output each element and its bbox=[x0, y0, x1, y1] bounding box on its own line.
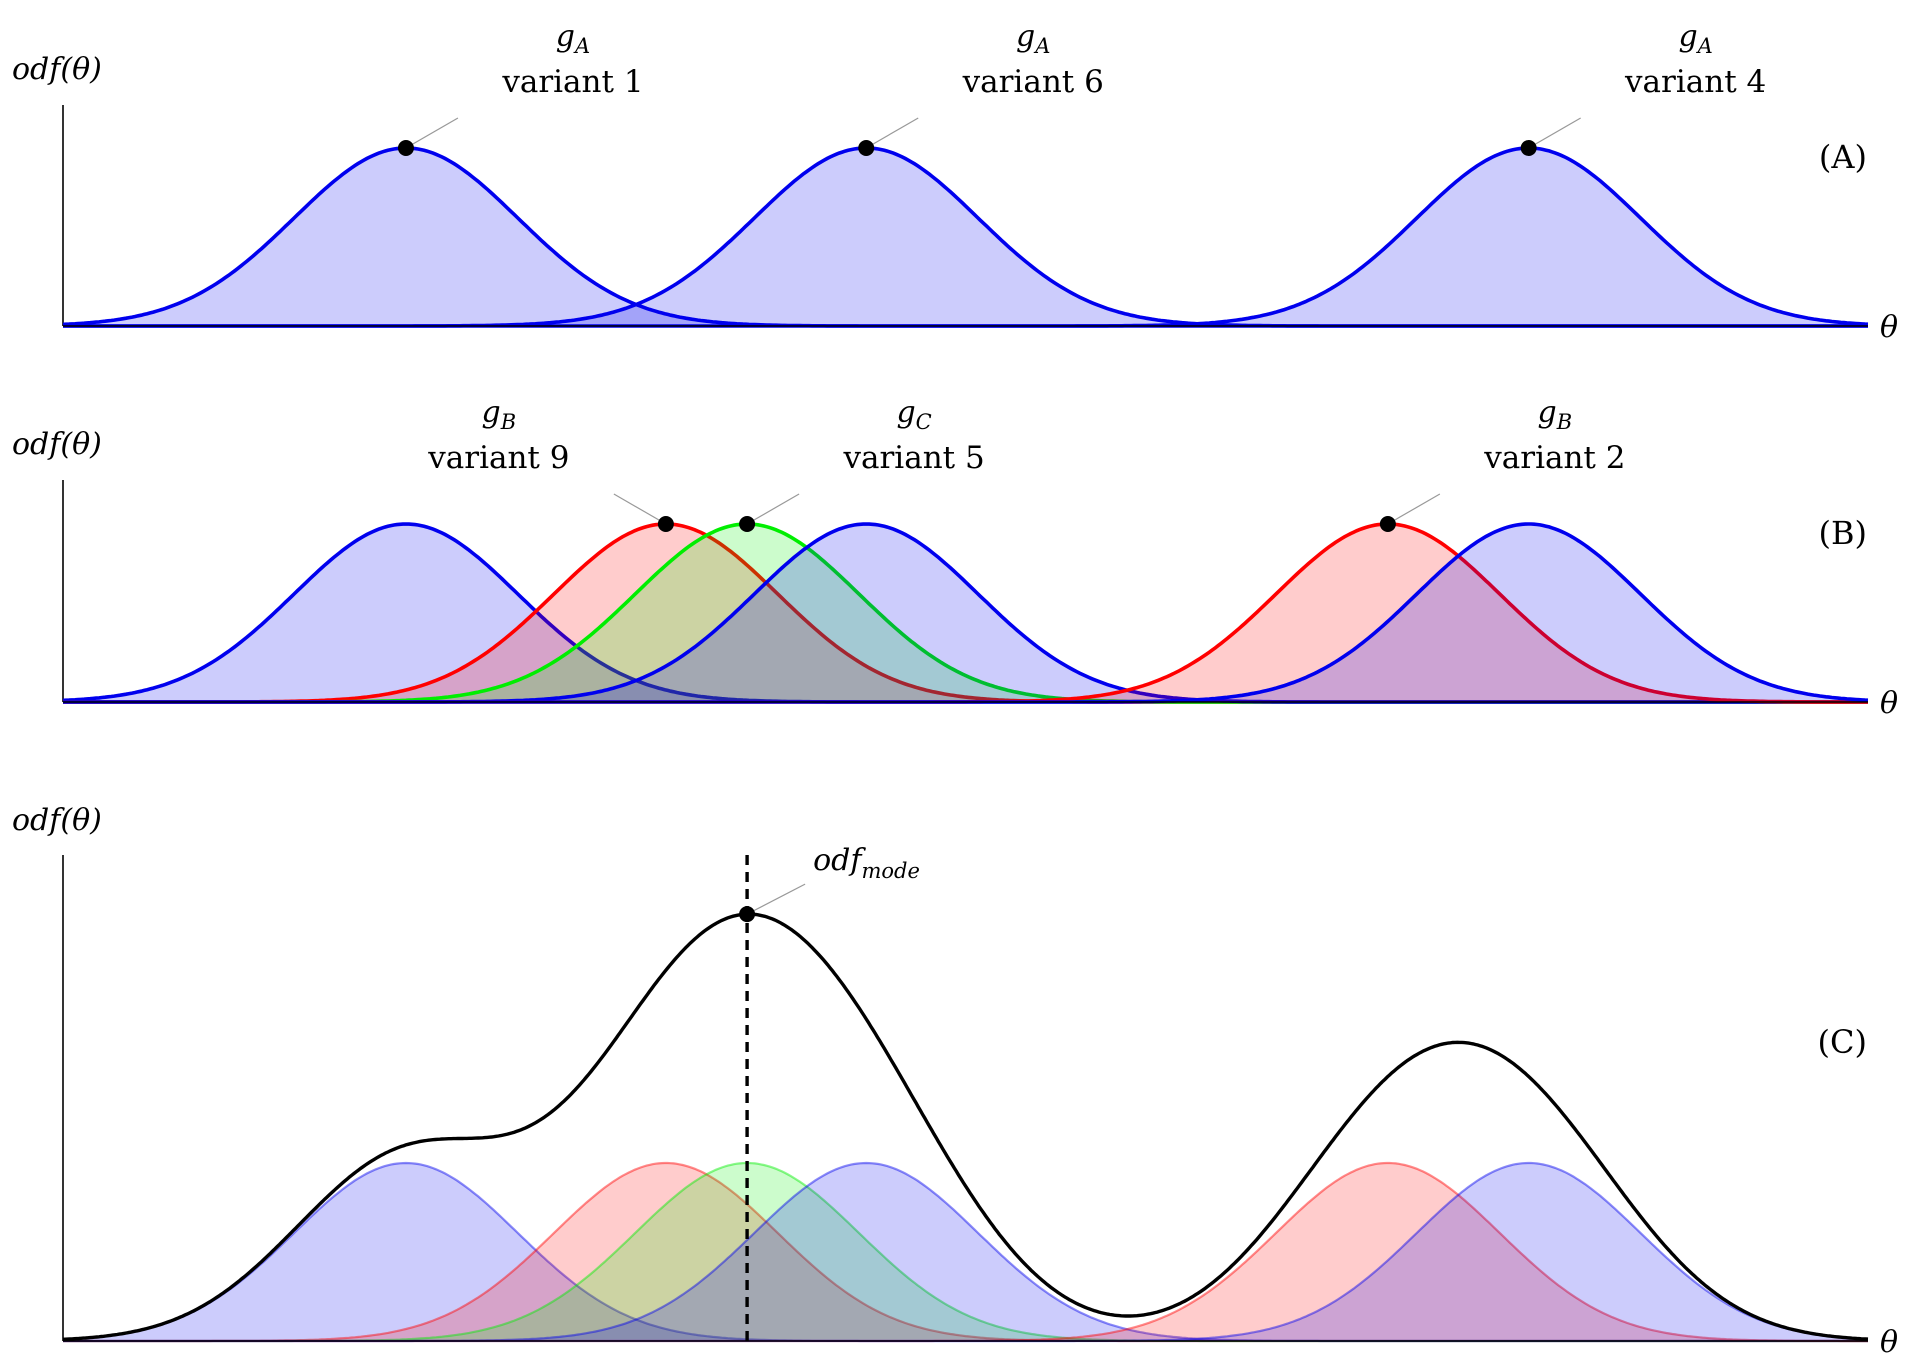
gene-label: gB bbox=[1538, 395, 1573, 434]
variant-label: variant 2 bbox=[1483, 440, 1625, 476]
leader-line bbox=[405, 117, 459, 149]
peak-marker bbox=[657, 516, 674, 532]
peak-marker bbox=[739, 516, 756, 532]
gene-label-base: g bbox=[482, 395, 501, 430]
gene-label-sub: A bbox=[1696, 34, 1713, 58]
gene-a-fill bbox=[63, 524, 1868, 702]
leader-line bbox=[1387, 493, 1441, 525]
gene-label: gA bbox=[556, 19, 590, 58]
variant-label: variant 6 bbox=[962, 64, 1104, 100]
gene-label: gB bbox=[482, 395, 517, 434]
mode-label-sub: mode bbox=[861, 859, 919, 883]
leader-line bbox=[746, 493, 800, 525]
peak-marker bbox=[1379, 516, 1396, 532]
mode-marker bbox=[739, 906, 756, 923]
mode-label: odfmode bbox=[813, 843, 920, 883]
gene-label-base: g bbox=[1678, 19, 1697, 54]
gene-label: gC bbox=[896, 395, 931, 434]
gene-b-fill bbox=[63, 524, 1868, 702]
gene-label-base: g bbox=[1016, 19, 1035, 54]
gene-a-fill bbox=[63, 148, 1868, 326]
gene-label: gA bbox=[1016, 19, 1050, 58]
y-axis-label: odf(θ) bbox=[12, 803, 102, 838]
panel-label: (B) bbox=[1819, 514, 1867, 552]
y-axis-label: odf(θ) bbox=[12, 427, 102, 462]
gene-label-base: g bbox=[1538, 395, 1557, 430]
leader-line bbox=[865, 117, 919, 149]
peak-marker bbox=[1520, 140, 1537, 156]
x-axis-label: θ bbox=[1880, 686, 1898, 721]
variant-label: variant 5 bbox=[842, 440, 984, 476]
gene-a-fill bbox=[63, 148, 1868, 326]
gene-a-fill bbox=[63, 1163, 1868, 1341]
gene-a-fill bbox=[63, 148, 1868, 326]
panel-c: odf(θ) odfmode θ (C) bbox=[12, 803, 1898, 1360]
gene-b-fill bbox=[63, 1163, 1868, 1341]
variant-label: variant 1 bbox=[501, 64, 643, 100]
gene-a-fill bbox=[63, 1163, 1868, 1341]
gene-b-fill bbox=[63, 1163, 1868, 1341]
gene-label-sub: B bbox=[500, 410, 516, 434]
gene-label-sub: C bbox=[916, 410, 932, 434]
peak-marker bbox=[858, 140, 875, 156]
gene-a-fill bbox=[63, 524, 1868, 702]
variant-label: variant 4 bbox=[1624, 64, 1766, 100]
gene-label-base: g bbox=[896, 395, 915, 430]
y-axis-label: odf(θ) bbox=[12, 52, 102, 87]
peak-marker bbox=[397, 140, 414, 156]
mode-label-base: odf bbox=[813, 843, 866, 878]
sum-curve bbox=[62, 912, 1869, 1341]
gene-label: gA bbox=[1678, 19, 1712, 58]
leader-line bbox=[1528, 117, 1581, 149]
gene-label-sub: A bbox=[1033, 34, 1050, 58]
x-axis-label: θ bbox=[1880, 310, 1898, 345]
x-axis-label: θ bbox=[1880, 1325, 1898, 1360]
variant-label: variant 9 bbox=[427, 440, 569, 476]
gene-a-fill bbox=[63, 524, 1868, 702]
gene-b-fill bbox=[63, 524, 1868, 702]
gene-label-base: g bbox=[556, 19, 575, 54]
mode-leader-line bbox=[746, 883, 806, 915]
leader-line bbox=[613, 493, 667, 525]
gene-a-fill bbox=[63, 1163, 1868, 1341]
panel-label: (A) bbox=[1819, 138, 1867, 176]
panel-label: (C) bbox=[1818, 1023, 1867, 1061]
gene-label-sub: A bbox=[573, 34, 590, 58]
gene-label-sub: B bbox=[1556, 410, 1572, 434]
